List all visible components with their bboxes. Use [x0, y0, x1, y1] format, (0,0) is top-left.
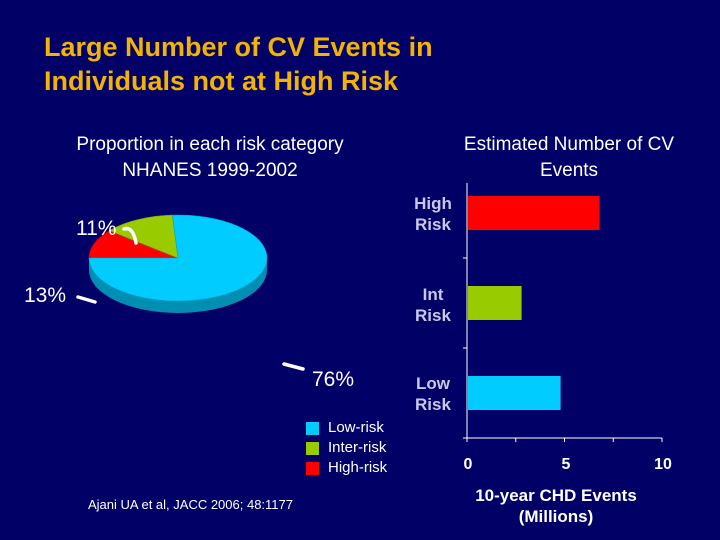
source-citation: Ajani UA et al, JACC 2006; 48:1177 [88, 497, 293, 512]
x-axis-title-line-1: 10-year CHD Events [475, 486, 637, 505]
legend-swatch-low-risk [306, 421, 319, 435]
bar-category-label-low-risk: Low Risk [398, 373, 468, 415]
bar-low-risk [468, 376, 561, 410]
pie-slice-low-risk [88, 214, 268, 302]
bar-category-int-line-1: Int [422, 285, 444, 304]
bar-heading-line-2: Events [539, 160, 599, 181]
x-tick-label-10: 10 [654, 456, 672, 473]
bar-chart-heading: Estimated Number of CV Events [438, 132, 700, 184]
legend-label-inter-risk: Inter-risk [328, 439, 387, 456]
legend-item-high-risk: High-risk [306, 458, 387, 478]
pie-chart-heading: Proportion in each risk category NHANES … [40, 132, 380, 184]
legend-item-low-risk: Low-risk [306, 418, 387, 438]
pct-label-high-risk: 11% [76, 217, 117, 240]
title-line-1: Large Number of CV Events in [44, 32, 433, 62]
pie-legend: Low-risk Inter-risk High-risk [306, 418, 387, 478]
legend-item-inter-risk: Inter-risk [306, 438, 387, 458]
bar-category-low-line-2: Risk [415, 395, 451, 414]
leader-line-low-risk [282, 362, 305, 371]
pie-heading-line-2: NHANES 1999-2002 [122, 160, 298, 181]
legend-swatch-high-risk [306, 461, 319, 475]
legend-swatch-inter-risk [306, 441, 319, 455]
bar-category-low-line-1: Low [416, 374, 450, 393]
leader-line-inter-risk [76, 295, 97, 304]
bar-int-risk [468, 286, 522, 320]
leader-line-high-risk [122, 226, 138, 245]
pie-side-low-risk [89, 258, 267, 313]
legend-label-high-risk: High-risk [328, 459, 388, 476]
bar-category-label-int-risk: Int Risk [398, 284, 468, 326]
legend-label-low-risk: Low-risk [328, 419, 384, 436]
bar-category-high-line-2: Risk [415, 215, 451, 234]
bar-high-risk [468, 196, 600, 230]
slide-title: Large Number of CV Events in Individuals… [44, 30, 684, 98]
title-line-2: Individuals not at High Risk [44, 66, 399, 96]
bar-x-axis-title: 10-year CHD Events (Millions) [440, 485, 672, 527]
bar-category-high-line-1: High [414, 194, 452, 213]
x-tick-label-0: 0 [463, 456, 473, 473]
pct-label-low-risk: 76% [312, 368, 355, 391]
bar-category-label-high-risk: High Risk [398, 193, 468, 235]
bar-category-int-line-2: Risk [415, 306, 451, 325]
pct-label-inter-risk: 13% [24, 284, 67, 307]
pie-heading-line-1: Proportion in each risk category [76, 134, 344, 155]
bar-heading-line-1: Estimated Number of CV [463, 134, 675, 155]
x-tick-label-5: 5 [561, 456, 571, 473]
x-axis-title-line-2: (Millions) [518, 507, 594, 526]
pie-slice-inter-risk [108, 214, 179, 259]
